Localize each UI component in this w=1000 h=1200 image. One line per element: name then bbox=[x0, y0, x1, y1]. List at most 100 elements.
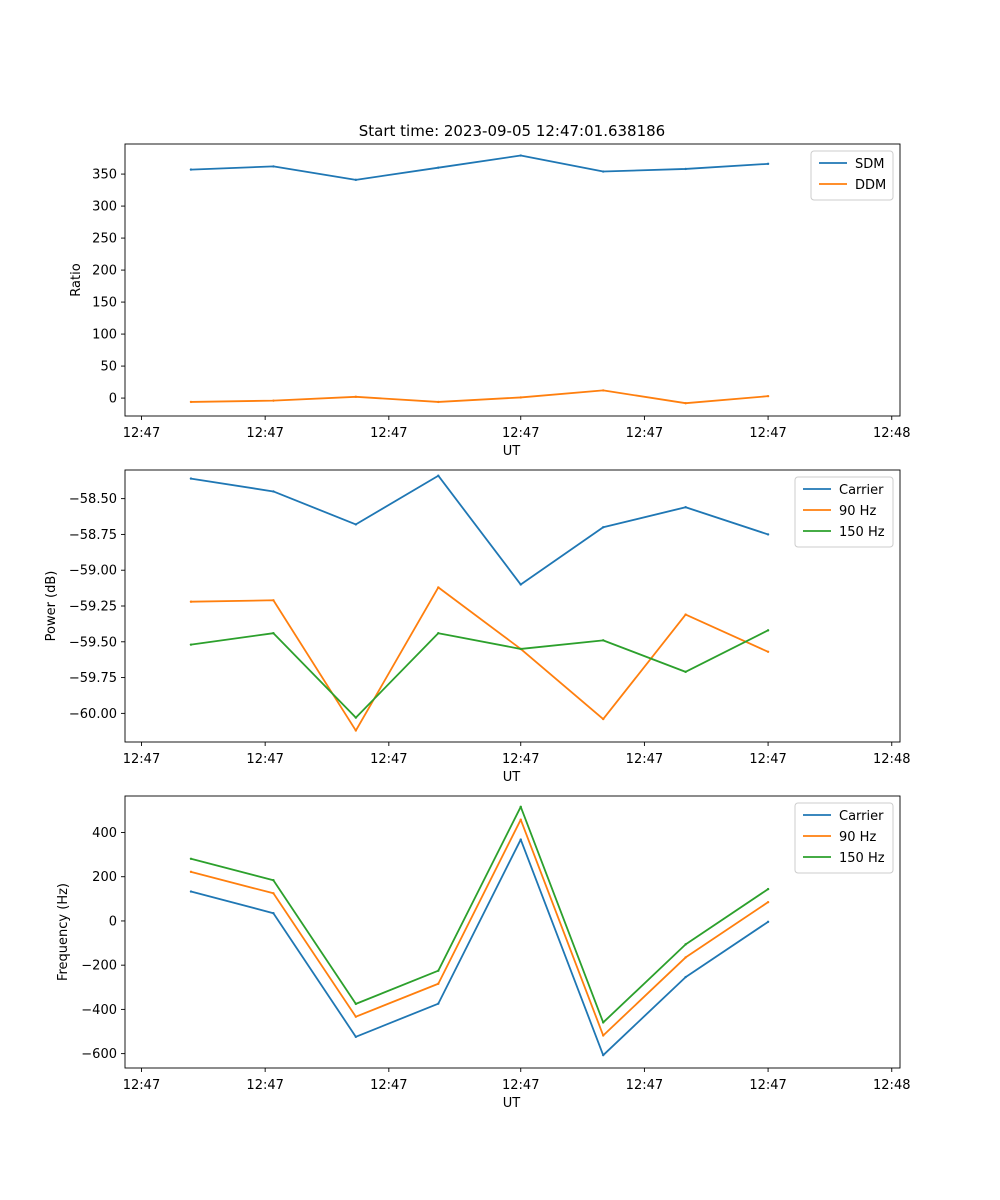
axes-frame bbox=[124, 795, 901, 1069]
data-point bbox=[519, 805, 522, 809]
y-tick-label: 300 bbox=[92, 200, 117, 215]
data-point bbox=[437, 474, 440, 477]
x-tick-label: 12:47 bbox=[123, 752, 160, 767]
x-tick-label: 12:47 bbox=[123, 426, 160, 441]
data-point bbox=[272, 879, 275, 882]
x-tick-label: 12:47 bbox=[370, 426, 407, 441]
x-tick-label: 12:47 bbox=[502, 426, 539, 441]
y-tick-label: 0 bbox=[109, 392, 117, 407]
data-point bbox=[189, 600, 193, 603]
legend-label: 90 Hz bbox=[839, 830, 876, 845]
x-tick-label: 12:47 bbox=[502, 1078, 539, 1093]
y-tick-label: −60.00 bbox=[69, 707, 117, 722]
y-tick-label: 100 bbox=[92, 328, 117, 343]
data-point bbox=[684, 956, 687, 959]
legend-label: 150 Hz bbox=[839, 525, 885, 540]
y-tick-label: 200 bbox=[92, 870, 117, 885]
x-tick-label: 12:48 bbox=[873, 752, 910, 767]
y-tick-label: −58.50 bbox=[69, 492, 117, 507]
y-tick-label: 50 bbox=[100, 360, 117, 375]
data-point bbox=[601, 1034, 605, 1037]
data-point bbox=[766, 394, 770, 398]
x-axis-label: UT bbox=[503, 444, 521, 459]
data-point bbox=[189, 857, 193, 861]
y-tick-label: −200 bbox=[81, 959, 117, 974]
legend bbox=[794, 802, 894, 874]
data-point bbox=[519, 396, 522, 399]
legend-label: 150 Hz bbox=[839, 851, 885, 866]
data-point bbox=[766, 887, 770, 891]
x-tick-label: 12:48 bbox=[873, 1078, 910, 1093]
data-point bbox=[601, 717, 605, 721]
legend-label: SDM bbox=[855, 157, 884, 172]
data-point bbox=[354, 1015, 358, 1018]
series-line-90-hz bbox=[190, 818, 769, 1037]
data-point bbox=[437, 1002, 440, 1005]
series-line-sdm bbox=[190, 154, 769, 181]
data-point bbox=[272, 165, 275, 168]
data-point bbox=[684, 613, 687, 616]
data-point bbox=[189, 870, 193, 874]
x-tick-label: 12:47 bbox=[246, 752, 283, 767]
data-point bbox=[272, 632, 275, 635]
y-axis-label: Frequency (Hz) bbox=[56, 883, 71, 981]
data-point bbox=[354, 395, 358, 398]
data-point bbox=[354, 729, 358, 732]
y-tick-label: −59.50 bbox=[69, 635, 117, 650]
x-tick-label: 12:47 bbox=[123, 1078, 160, 1093]
y-axis-label: Ratio bbox=[69, 263, 84, 296]
y-tick-label: 400 bbox=[92, 826, 117, 841]
data-point bbox=[766, 650, 770, 654]
y-tick-label: −59.75 bbox=[69, 671, 117, 686]
power-panel: 12:47 12:47 12:47 12:47 12:47 12:47 12:48 −60.0… bbox=[44, 469, 910, 785]
x-tick-label: 12:47 bbox=[502, 752, 539, 767]
data-point bbox=[437, 400, 440, 404]
series-line-carrier bbox=[190, 838, 769, 1057]
legend-label: DDM bbox=[855, 178, 886, 193]
data-point bbox=[766, 162, 770, 166]
ratio-panel: 12:47 12:47 12:47 12:47 12:47 12:47 12:48 0 50 10… bbox=[69, 143, 910, 459]
y-tick-label: 200 bbox=[92, 264, 117, 279]
series-line-150-hz bbox=[190, 629, 769, 719]
x-tick-label: 12:47 bbox=[626, 1078, 663, 1093]
data-point bbox=[189, 477, 193, 480]
data-point bbox=[601, 1053, 605, 1057]
y-axis-label: Power (dB) bbox=[44, 571, 59, 642]
data-point bbox=[354, 178, 358, 182]
data-point bbox=[189, 168, 193, 171]
data-point bbox=[766, 920, 770, 924]
x-tick-label: 12:47 bbox=[370, 1078, 407, 1093]
series-line-150-hz bbox=[190, 805, 769, 1024]
legend-label: Carrier bbox=[839, 483, 884, 498]
data-point bbox=[354, 716, 358, 719]
y-tick-label: −600 bbox=[81, 1047, 117, 1062]
figure-title: Start time: 2023-09-05 12:47:01.638186 bbox=[359, 122, 665, 140]
data-point bbox=[519, 583, 522, 586]
y-tick-label: 150 bbox=[92, 296, 117, 311]
data-point bbox=[601, 526, 605, 529]
data-point bbox=[601, 170, 605, 173]
data-point bbox=[437, 969, 440, 972]
legend-label: 90 Hz bbox=[839, 504, 876, 519]
data-point bbox=[272, 599, 275, 602]
x-tick-label: 12:47 bbox=[626, 752, 663, 767]
data-point bbox=[272, 399, 275, 402]
x-tick-label: 12:47 bbox=[749, 752, 786, 767]
data-point bbox=[684, 167, 687, 171]
series-line-carrier bbox=[190, 474, 769, 586]
data-point bbox=[601, 389, 605, 392]
legend bbox=[794, 476, 894, 548]
data-point bbox=[354, 1002, 358, 1006]
axes-frame bbox=[124, 469, 901, 743]
data-point bbox=[684, 975, 687, 979]
x-tick-label: 12:47 bbox=[370, 752, 407, 767]
data-point bbox=[272, 912, 275, 915]
legend-label: Carrier bbox=[839, 809, 884, 824]
data-point bbox=[519, 838, 522, 841]
x-tick-label: 12:47 bbox=[749, 1078, 786, 1093]
data-point bbox=[684, 943, 687, 946]
data-point bbox=[354, 1035, 358, 1039]
data-point bbox=[766, 900, 770, 904]
x-tick-label: 12:47 bbox=[246, 426, 283, 441]
data-point bbox=[601, 1021, 605, 1024]
